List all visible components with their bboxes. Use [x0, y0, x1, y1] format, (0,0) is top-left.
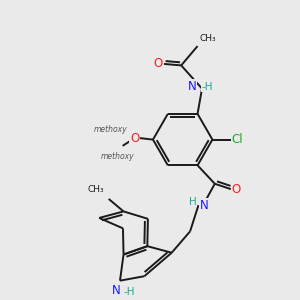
Text: N: N	[188, 80, 197, 93]
Text: Cl: Cl	[232, 133, 244, 146]
Text: O: O	[232, 183, 241, 196]
Text: Cl: Cl	[232, 133, 244, 146]
Text: -H: -H	[202, 82, 213, 92]
Text: CH₃: CH₃	[200, 34, 216, 43]
Text: H: H	[189, 196, 197, 207]
Text: O: O	[232, 183, 241, 196]
Text: O: O	[130, 132, 139, 145]
Text: N: N	[200, 199, 208, 212]
Text: N: N	[112, 284, 121, 297]
Text: N: N	[188, 80, 197, 93]
Text: H: H	[189, 196, 197, 207]
Text: N: N	[112, 284, 121, 297]
Text: -H: -H	[124, 287, 135, 297]
Text: methoxy: methoxy	[94, 125, 128, 134]
Text: -H: -H	[202, 82, 213, 92]
Text: O: O	[130, 132, 139, 145]
Text: methoxy: methoxy	[101, 152, 134, 161]
Text: O: O	[153, 57, 163, 70]
Text: CH₃: CH₃	[87, 184, 104, 194]
Text: O: O	[153, 57, 163, 70]
Text: -H: -H	[124, 287, 135, 297]
Text: N: N	[200, 199, 208, 212]
